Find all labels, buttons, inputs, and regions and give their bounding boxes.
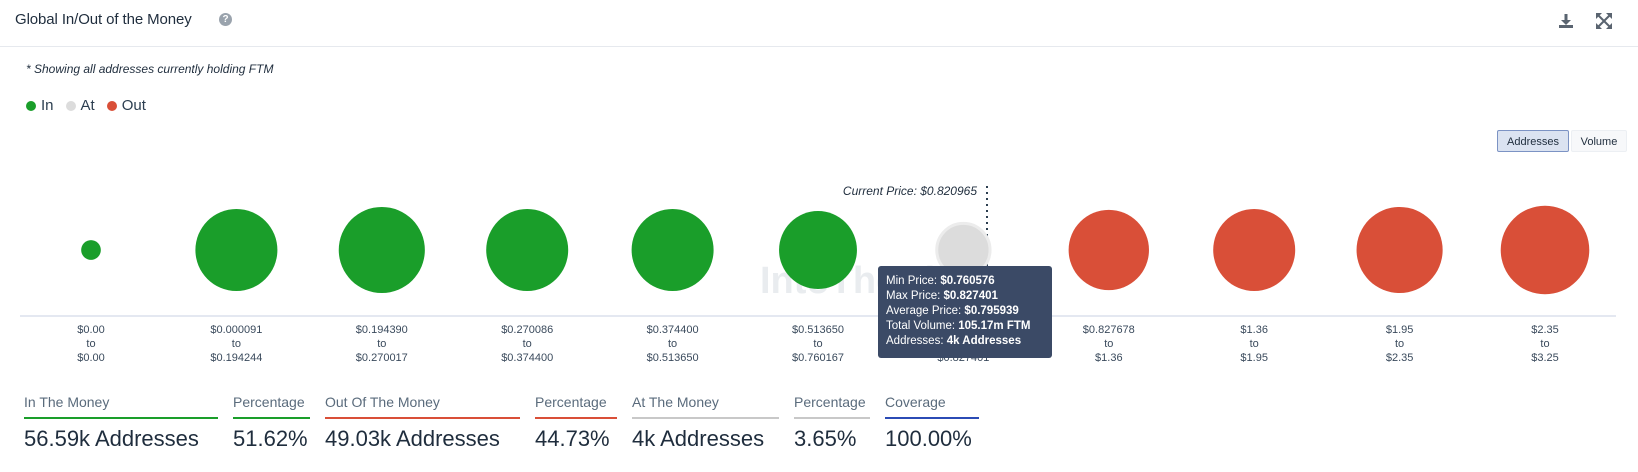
tick-label: $0.374400 [501, 352, 553, 364]
tick-label: to [86, 338, 95, 350]
tick-label: $0.194390 [356, 324, 408, 336]
tick-label: to [813, 338, 822, 350]
tick-label: $3.25 [1531, 352, 1559, 364]
stat-value: 100.00% [885, 426, 972, 451]
stat-label: Percentage [233, 394, 310, 419]
legend-label-out: Out [121, 97, 146, 114]
stat-value: 49.03k Addresses [325, 426, 500, 451]
tick-label: $2.35 [1386, 352, 1414, 364]
stat-out-percentage: Percentage 44.73% [535, 394, 617, 452]
tick-label: $1.95 [1386, 324, 1414, 336]
tick-label: to [523, 338, 532, 350]
expand-icon[interactable] [1594, 11, 1614, 31]
price-range-tooltip: Min Price: $0.760576 Max Price: $0.82740… [878, 266, 1052, 358]
tick-label: to [232, 338, 241, 350]
stat-value: 3.65% [794, 426, 857, 451]
tick-label: to [1104, 338, 1113, 350]
legend-dot-at [65, 100, 76, 111]
tick-label: $1.36 [1095, 352, 1123, 364]
download-icon[interactable] [1556, 11, 1576, 31]
bubble-in[interactable] [81, 240, 101, 260]
chart-header: Global In/Out of the Money ? [0, 0, 1638, 47]
stat-value: 56.59k Addresses [24, 426, 199, 451]
stat-value: 4k Addresses [632, 426, 765, 451]
tick-label: $0.270086 [501, 324, 553, 336]
bubble-chart: IntoTheBlockCurrent Price: $0.820965$0.0… [20, 184, 1616, 364]
tick-label: $1.36 [1240, 324, 1268, 336]
tick-label: to [1540, 338, 1549, 350]
tooltip-line-min: Min Price: $0.760576 [886, 275, 995, 287]
legend-item-in[interactable]: In [26, 97, 54, 114]
tick-label: $0.374400 [647, 324, 699, 336]
tick-label: $0.513650 [647, 352, 699, 364]
stat-label: At The Money [632, 394, 779, 419]
tick-label: $0.194244 [210, 352, 262, 364]
tick-label: $0.270017 [356, 352, 408, 364]
stat-label: Percentage [794, 394, 870, 419]
tick-label: $0.00 [77, 352, 105, 364]
bubble-in[interactable] [338, 206, 425, 294]
tick-label: $1.95 [1240, 352, 1268, 364]
tooltip-line-addresses: Addresses: 4k Addresses [886, 335, 1022, 347]
legend-dot-in [26, 100, 36, 111]
stat-label: Coverage [885, 394, 979, 419]
tick-label: $2.35 [1531, 324, 1559, 336]
stat-in-the-money: In The Money 56.59k Addresses [24, 394, 218, 452]
current-price-label: Current Price: $0.820965 [843, 184, 977, 198]
bubble-out[interactable] [1068, 209, 1149, 291]
stat-at-percentage: Percentage 3.65% [794, 394, 870, 452]
tick-label: to [1395, 338, 1404, 350]
stat-coverage: Coverage 100.00% [885, 394, 979, 452]
tooltip-line-max: Max Price: $0.827401 [886, 290, 998, 302]
tick-label: $0.00 [77, 324, 105, 336]
tooltip-line-volume: Total Volume: 105.17m FTM [886, 320, 1031, 332]
stat-out-of-the-money: Out Of The Money 49.03k Addresses [325, 394, 520, 452]
stat-label: In The Money [24, 394, 218, 419]
tick-label: $0.513650 [792, 324, 844, 336]
stat-label: Percentage [535, 394, 617, 419]
legend-dot-out [106, 100, 117, 111]
bubble-in[interactable] [631, 209, 714, 291]
chart-legend: In At Out [26, 97, 146, 114]
bubble-out[interactable] [1356, 206, 1443, 294]
tick-label: $0.000091 [210, 324, 262, 336]
addresses-toggle-button[interactable]: Addresses [1497, 130, 1569, 152]
legend-label-in: In [41, 97, 54, 114]
bubble-out[interactable] [1500, 205, 1590, 295]
stat-in-percentage: Percentage 51.62% [233, 394, 310, 452]
volume-toggle-button[interactable]: Volume [1571, 130, 1627, 152]
tick-label: to [377, 338, 386, 350]
chart-title: Global In/Out of the Money [15, 11, 192, 28]
bubble-out[interactable] [1213, 209, 1296, 291]
holders-note: * Showing all addresses currently holdin… [26, 62, 274, 76]
tick-label: $0.760167 [792, 352, 844, 364]
stat-value: 51.62% [233, 426, 308, 451]
stat-value: 44.73% [535, 426, 610, 451]
bubble-in[interactable] [195, 209, 278, 291]
question-circle-icon[interactable]: ? [219, 13, 232, 26]
bubble-in[interactable] [486, 209, 569, 291]
legend-item-at[interactable]: At [65, 97, 95, 114]
tick-label: to [1250, 338, 1259, 350]
tick-label: to [668, 338, 677, 350]
tooltip-line-average: Average Price: $0.795939 [886, 305, 1019, 317]
bubble-in[interactable] [779, 211, 857, 289]
legend-item-out[interactable]: Out [106, 97, 146, 114]
stat-at-the-money: At The Money 4k Addresses [632, 394, 779, 452]
tick-label: $0.827678 [1083, 324, 1135, 336]
legend-label-at: At [80, 97, 95, 114]
stat-label: Out Of The Money [325, 394, 520, 419]
